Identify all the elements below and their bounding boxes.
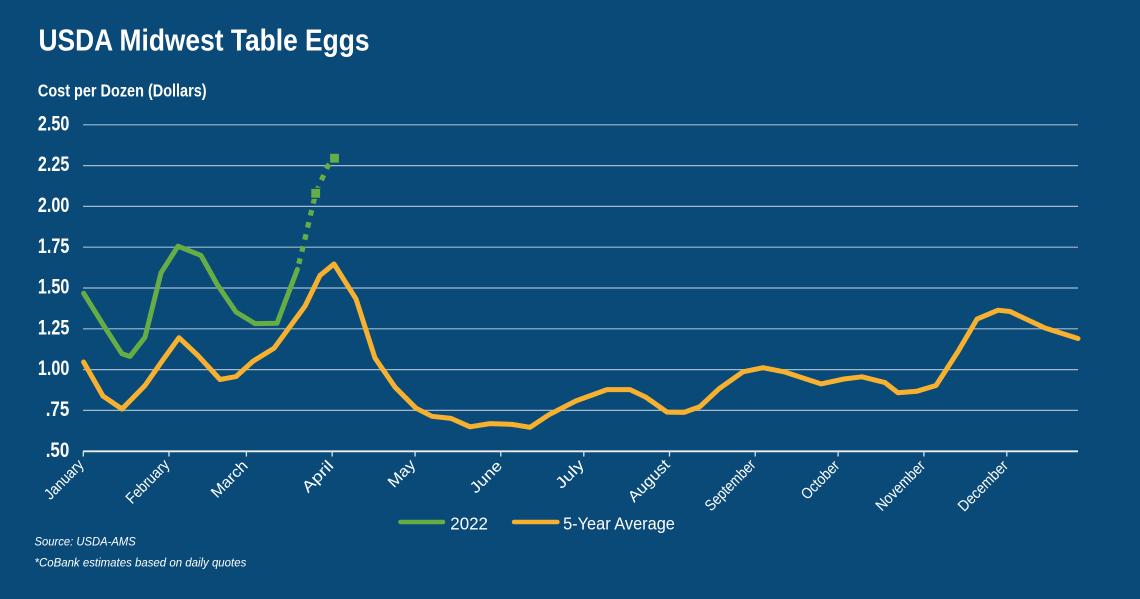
svg-text:1.75: 1.75	[38, 235, 69, 258]
svg-text:Source: USDA-AMS: Source: USDA-AMS	[35, 534, 137, 548]
svg-text:2.25: 2.25	[38, 153, 69, 176]
svg-text:1.00: 1.00	[38, 357, 69, 380]
svg-text:2.00: 2.00	[38, 194, 69, 217]
svg-text:.75: .75	[46, 398, 70, 421]
svg-text:.50: .50	[46, 439, 70, 462]
svg-text:2.50: 2.50	[38, 112, 69, 135]
svg-text:1.50: 1.50	[38, 276, 69, 299]
svg-text:USDA Midwest Table Eggs: USDA Midwest Table Eggs	[39, 23, 370, 58]
svg-text:2022: 2022	[450, 514, 488, 534]
svg-text:Cost per Dozen (Dollars): Cost per Dozen (Dollars)	[38, 80, 207, 100]
svg-text:1.25: 1.25	[38, 316, 69, 339]
svg-text:5-Year Average: 5-Year Average	[563, 514, 675, 534]
svg-text:*CoBank estimates based on dai: *CoBank estimates based on daily quotes	[35, 555, 247, 569]
